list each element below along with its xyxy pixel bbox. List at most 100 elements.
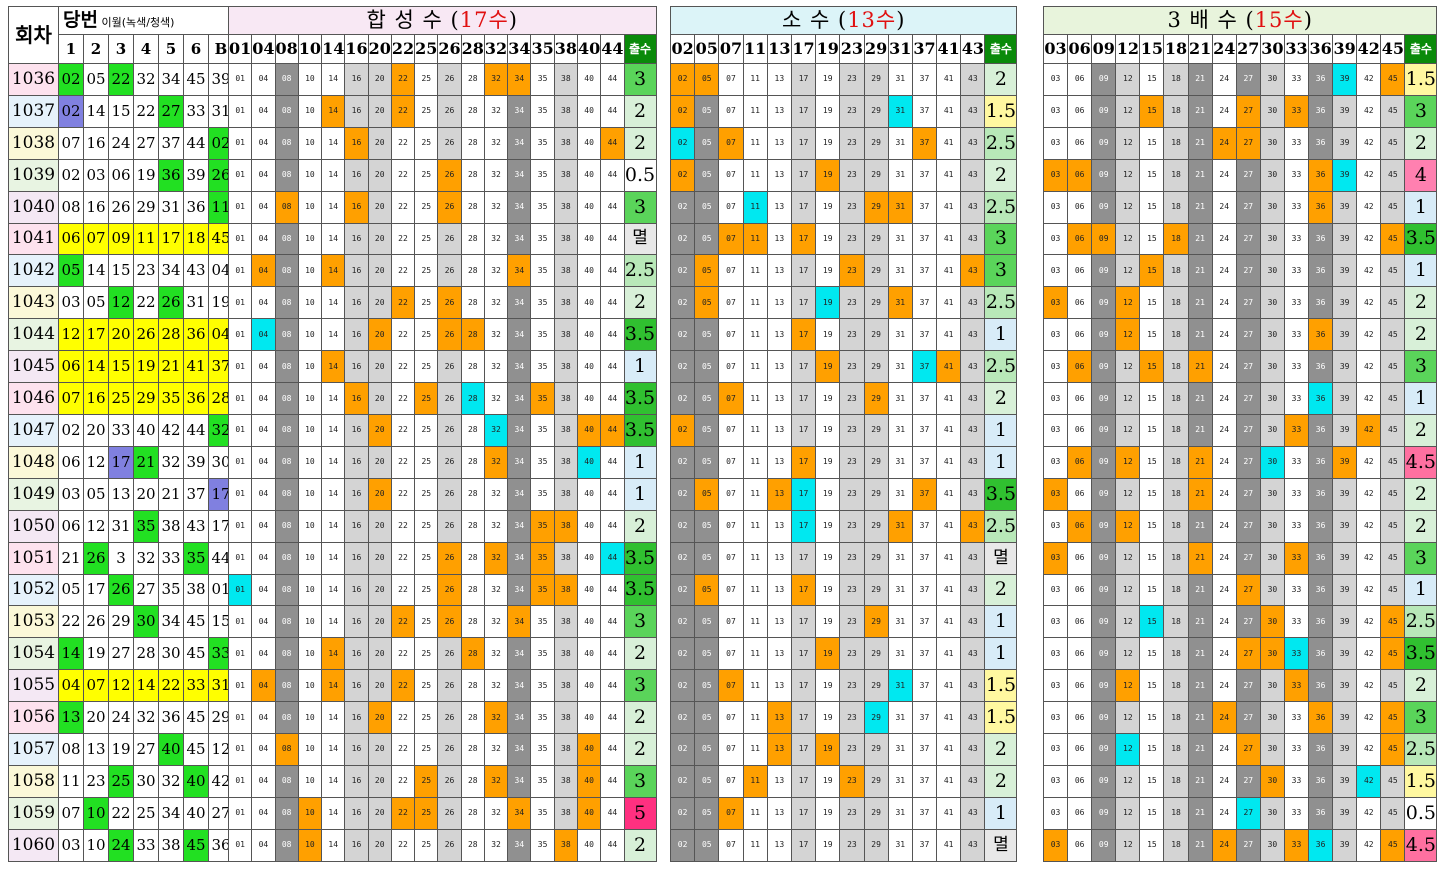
- number-cell[interactable]: 21: [1187, 190, 1213, 224]
- number-cell[interactable]: 31: [887, 254, 913, 288]
- number-cell[interactable]: 07: [718, 382, 744, 415]
- count-cell[interactable]: 0.5: [1404, 796, 1438, 830]
- number-cell[interactable]: 08: [274, 605, 299, 639]
- number-cell[interactable]: 08: [274, 94, 299, 128]
- number-cell[interactable]: 25: [414, 254, 439, 288]
- number-cell[interactable]: 26: [437, 158, 462, 192]
- number-cell[interactable]: 34: [507, 828, 532, 862]
- number-cell[interactable]: 39: [1332, 350, 1358, 384]
- number-cell[interactable]: 17: [790, 733, 817, 766]
- number-cell[interactable]: 29: [863, 605, 889, 639]
- number-cell[interactable]: 03: [1042, 733, 1069, 766]
- number-cell[interactable]: 22: [390, 254, 416, 288]
- number-cell[interactable]: 21: [1187, 733, 1213, 766]
- win-number[interactable]: 41: [183, 350, 209, 384]
- number-cell[interactable]: 28: [460, 382, 485, 415]
- number-cell[interactable]: 39: [1332, 764, 1358, 798]
- number-cell[interactable]: 15: [1139, 350, 1165, 384]
- win-number[interactable]: 12: [108, 286, 134, 320]
- number-cell[interactable]: 34: [507, 158, 532, 192]
- number-cell[interactable]: 13: [766, 286, 792, 320]
- number-cell[interactable]: 03: [1042, 350, 1069, 384]
- number-cell[interactable]: 36: [1308, 637, 1334, 671]
- number-cell[interactable]: 42: [1356, 286, 1382, 320]
- number-cell[interactable]: 31: [887, 158, 913, 192]
- number-cell[interactable]: 19: [815, 669, 841, 703]
- round-number[interactable]: 1054: [8, 637, 59, 671]
- number-cell[interactable]: 05: [694, 222, 720, 256]
- number-cell[interactable]: 27: [1235, 94, 1261, 128]
- number-cell[interactable]: 08: [274, 158, 299, 192]
- number-cell[interactable]: 17: [790, 190, 817, 224]
- number-cell[interactable]: 38: [553, 94, 578, 128]
- win-number[interactable]: 42: [158, 413, 184, 447]
- win-number[interactable]: 07: [58, 126, 84, 160]
- number-cell[interactable]: 14: [321, 828, 346, 862]
- number-cell[interactable]: 39: [1332, 669, 1358, 703]
- win-number[interactable]: 32: [133, 63, 159, 96]
- number-cell[interactable]: 41: [936, 382, 962, 415]
- number-cell[interactable]: 42: [1356, 350, 1382, 384]
- number-cell[interactable]: 45: [1380, 158, 1406, 192]
- number-cell[interactable]: 02: [669, 796, 696, 830]
- number-cell[interactable]: 36: [1308, 413, 1334, 447]
- number-cell[interactable]: 18: [1163, 796, 1189, 830]
- number-cell[interactable]: 36: [1308, 733, 1334, 766]
- number-cell[interactable]: 44: [600, 445, 625, 479]
- number-cell[interactable]: 38: [553, 445, 578, 479]
- number-cell[interactable]: 44: [600, 318, 625, 352]
- number-cell[interactable]: 39: [1332, 733, 1358, 766]
- win-number[interactable]: 28: [133, 637, 159, 671]
- number-cell[interactable]: 24: [1211, 254, 1237, 288]
- number-cell[interactable]: 27: [1235, 541, 1261, 575]
- number-cell[interactable]: 07: [718, 541, 744, 575]
- number-cell[interactable]: 14: [321, 573, 346, 607]
- number-cell[interactable]: 21: [1187, 222, 1213, 256]
- number-cell[interactable]: 27: [1235, 63, 1261, 96]
- count-cell[interactable]: 1: [984, 413, 1018, 447]
- number-cell[interactable]: 02: [669, 764, 696, 798]
- win-number[interactable]: 31: [108, 509, 134, 543]
- number-cell[interactable]: 24: [1211, 541, 1237, 575]
- number-cell[interactable]: 34: [507, 286, 532, 320]
- number-cell[interactable]: 32: [483, 318, 509, 352]
- win-number[interactable]: 3: [108, 541, 134, 575]
- number-cell[interactable]: 45: [1380, 350, 1406, 384]
- number-cell[interactable]: 34: [507, 509, 532, 543]
- win-number[interactable]: 10: [83, 828, 109, 862]
- number-cell[interactable]: 09: [1091, 733, 1117, 766]
- number-cell[interactable]: 04: [251, 222, 276, 256]
- number-cell[interactable]: 08: [274, 573, 299, 607]
- number-cell[interactable]: 18: [1163, 445, 1189, 479]
- number-cell[interactable]: 37: [911, 796, 938, 830]
- round-number[interactable]: 1051: [8, 541, 59, 575]
- number-cell[interactable]: 23: [839, 477, 865, 511]
- number-cell[interactable]: 15: [1139, 382, 1165, 415]
- number-cell[interactable]: 07: [718, 477, 744, 511]
- number-cell[interactable]: 12: [1115, 669, 1141, 703]
- number-cell[interactable]: 13: [766, 573, 792, 607]
- number-cell[interactable]: 35: [530, 318, 555, 352]
- number-cell[interactable]: 11: [742, 190, 768, 224]
- number-cell[interactable]: 18: [1163, 637, 1189, 671]
- number-cell[interactable]: 22: [390, 126, 416, 160]
- number-cell[interactable]: 02: [669, 63, 696, 96]
- number-cell[interactable]: 35: [530, 445, 555, 479]
- number-cell[interactable]: 20: [367, 573, 392, 607]
- number-cell[interactable]: 14: [321, 350, 346, 384]
- number-cell[interactable]: 19: [815, 318, 841, 352]
- number-cell[interactable]: 20: [367, 541, 392, 575]
- number-cell[interactable]: 38: [553, 701, 578, 735]
- number-cell[interactable]: 45: [1380, 63, 1406, 96]
- number-cell[interactable]: 45: [1380, 669, 1406, 703]
- number-cell[interactable]: 20: [367, 126, 392, 160]
- number-cell[interactable]: 34: [507, 382, 532, 415]
- number-cell[interactable]: 30: [1259, 477, 1285, 511]
- number-cell[interactable]: 25: [414, 669, 439, 703]
- number-cell[interactable]: 41: [936, 222, 962, 256]
- number-cell[interactable]: 37: [911, 158, 938, 192]
- number-cell[interactable]: 43: [960, 190, 986, 224]
- number-cell[interactable]: 11: [742, 733, 768, 766]
- number-cell[interactable]: 05: [694, 158, 720, 192]
- number-cell[interactable]: 21: [1187, 828, 1213, 862]
